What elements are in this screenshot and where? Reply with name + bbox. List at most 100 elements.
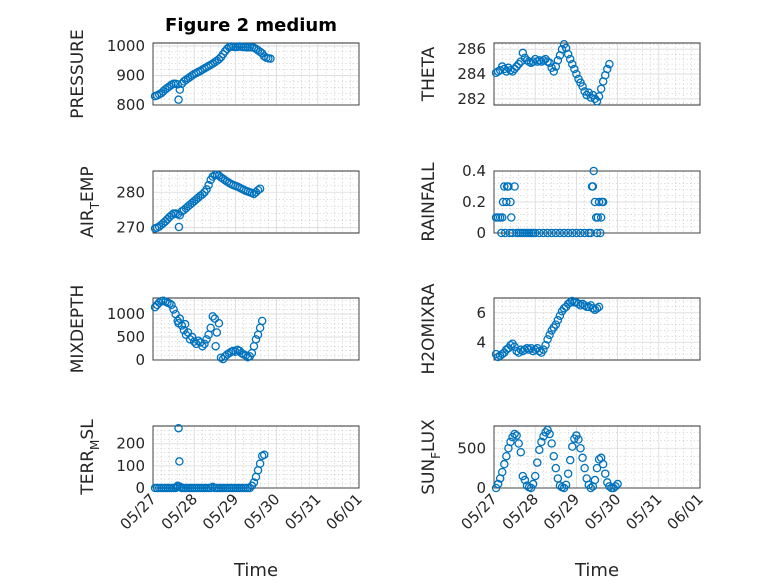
data-point	[530, 471, 540, 481]
y-label-subscript: M	[88, 440, 102, 450]
y-label-main: AIR	[78, 209, 98, 238]
data-point	[504, 182, 513, 191]
y-tick-label: 1000	[107, 305, 145, 323]
data-point	[522, 481, 532, 490]
y-axis-label: AIRTEMP	[78, 166, 102, 237]
data-point	[507, 213, 516, 222]
data-point	[570, 64, 579, 74]
data-point	[592, 97, 602, 106]
data-point	[541, 428, 550, 437]
data-point	[551, 320, 561, 329]
data-point	[169, 305, 178, 314]
y-label-main: SUN	[419, 459, 439, 495]
data-point	[506, 197, 515, 207]
axes-frame	[152, 297, 360, 361]
axes-frame	[493, 425, 701, 489]
x-tick-label: 06/01	[323, 490, 366, 533]
y-tick-label: 800	[116, 96, 145, 114]
subplot-rainfall: 0 0.2 0.4 RAINFALL	[419, 162, 701, 242]
data-point	[594, 197, 604, 207]
data-point	[576, 444, 585, 453]
data-point	[512, 431, 521, 440]
data-point	[520, 475, 530, 485]
data-point	[586, 228, 596, 238]
data-point	[524, 345, 534, 354]
data-point	[245, 483, 255, 493]
data-point	[491, 483, 501, 493]
data-point	[266, 54, 275, 63]
data-point	[590, 475, 600, 485]
data-point	[549, 67, 558, 76]
data-point	[500, 64, 509, 74]
y-tick-label: 0	[476, 479, 486, 497]
data-point	[251, 335, 261, 344]
data-point	[576, 228, 585, 238]
data-point	[589, 166, 598, 176]
figure-title: Figure 2 medium	[165, 15, 337, 36]
y-tick-label: 0	[135, 479, 145, 497]
data-point	[187, 332, 197, 342]
y-tick-label: 4	[476, 333, 486, 351]
x-axis-label: Time	[574, 560, 619, 581]
data-point	[565, 298, 575, 307]
y-tick-label: 282	[457, 90, 486, 108]
y-tick-label: 0.2	[462, 193, 486, 211]
y-label-main: TERR	[78, 450, 98, 496]
data-point	[514, 59, 523, 69]
data-point	[592, 304, 602, 313]
data-point	[572, 431, 581, 440]
data-point	[202, 185, 211, 194]
data-point	[508, 67, 517, 76]
data-point	[175, 457, 184, 466]
data-point	[206, 323, 215, 333]
data-point	[175, 482, 185, 492]
data-point	[580, 228, 589, 238]
data-point	[518, 471, 528, 481]
data-point	[543, 228, 552, 238]
data-point	[154, 298, 164, 307]
data-point	[586, 483, 596, 493]
data-point	[528, 57, 538, 66]
data-point	[171, 483, 180, 493]
data-point	[500, 182, 509, 191]
data-point	[497, 62, 507, 71]
y-axis-label: TERRMSL	[78, 419, 102, 496]
data-point	[535, 346, 544, 356]
data-point	[249, 478, 259, 487]
data-point	[497, 213, 507, 222]
data-point	[596, 228, 605, 238]
axes-frame	[152, 42, 360, 106]
x-tick-label: 05/31	[281, 490, 324, 533]
data-point	[231, 347, 240, 356]
data-point	[613, 479, 622, 489]
data-point	[593, 213, 603, 222]
y-tick-label: 6	[476, 304, 486, 322]
data-point	[547, 228, 556, 238]
data-point	[592, 463, 602, 473]
data-point	[224, 348, 234, 358]
y-label-rest: LUX	[419, 419, 439, 452]
data-point	[568, 228, 577, 238]
y-tick-label: 1000	[107, 37, 145, 55]
y-tick-label: 0	[476, 224, 486, 242]
y-tick-label: 270	[116, 219, 145, 237]
data-point	[565, 455, 575, 465]
axes-frame	[152, 425, 360, 489]
data-point	[535, 445, 544, 455]
data-point	[174, 222, 184, 232]
subplot-h2omixra: 4 6 H2OMIXRA	[419, 283, 701, 375]
data-point	[530, 228, 540, 238]
data-point	[510, 64, 519, 74]
data-point	[174, 95, 183, 104]
data-point	[212, 328, 222, 337]
data-point	[539, 228, 548, 238]
x-tick-label: 05/31	[622, 490, 665, 533]
data-point	[563, 228, 573, 238]
data-point	[202, 335, 211, 344]
plot-area	[152, 170, 360, 234]
data-point	[537, 437, 546, 447]
data-point	[518, 48, 528, 58]
y-axis-label: MIXDEPTH	[68, 285, 88, 374]
subplot-sun-flux: 0500SUNFLUX05/2705/2805/2905/3005/3106/0…	[419, 419, 707, 581]
data-point	[198, 341, 207, 351]
